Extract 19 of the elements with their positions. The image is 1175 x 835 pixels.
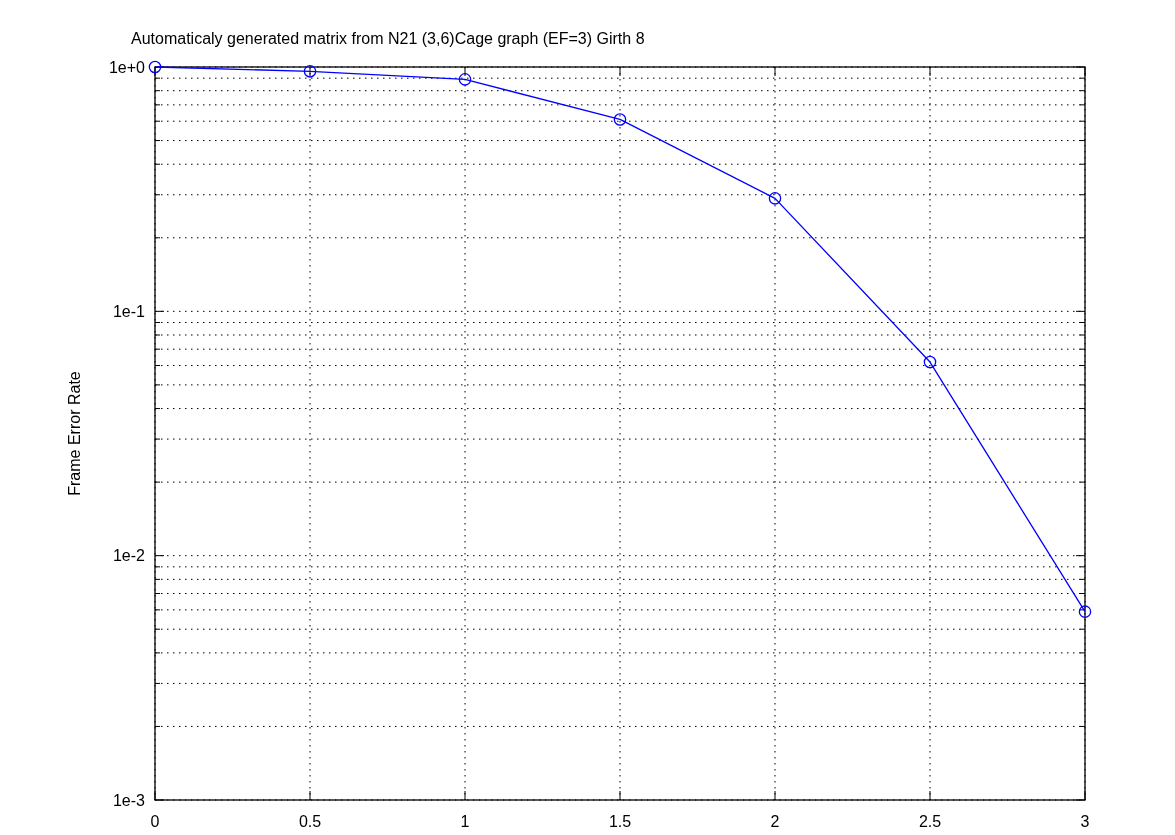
x-tick-label: 0.5: [298, 813, 322, 830]
point: [303, 65, 317, 78]
x-tick-label: 0: [150, 813, 160, 830]
point: [1078, 605, 1092, 618]
point: [458, 73, 472, 86]
x-tick-label: 3: [1080, 813, 1090, 830]
y-tick-label: 1e-1: [112, 302, 146, 320]
x-tick-label: 1.5: [608, 813, 632, 830]
x-tick-label: 2: [770, 813, 780, 830]
chart-title: Automaticaly generated matrix from N21 (3,6)Cage graph (EF=3) Girth 8: [131, 30, 645, 47]
y-tick-label: 1e+0: [108, 58, 146, 76]
point: [613, 113, 627, 126]
x-tick-label: 1: [460, 813, 470, 830]
point: [923, 355, 937, 369]
y-tick-label: 1e-2: [112, 547, 146, 565]
y-tick-label: 1e-3: [112, 791, 146, 809]
x-tick-label: 2.5: [918, 813, 942, 830]
y-axis-title: Frame Error Rate: [66, 371, 83, 496]
point: [768, 192, 782, 205]
